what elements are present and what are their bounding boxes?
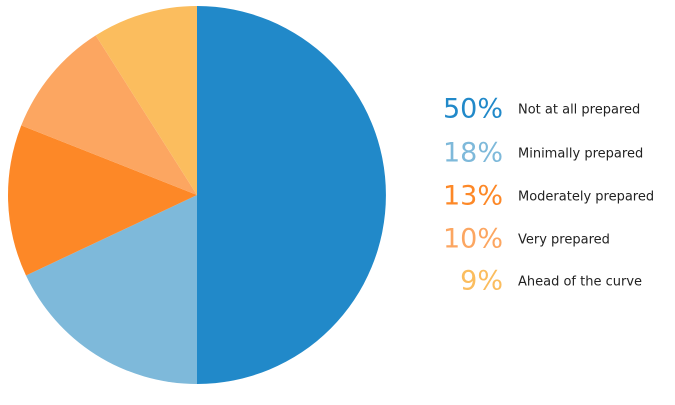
legend-value: 18% [443,138,503,169]
legend-label: Minimally prepared [518,147,643,162]
legend-label: Ahead of the curve [518,275,642,290]
pie-slice [8,125,197,276]
pie-slice [197,6,386,384]
legend-value: 50% [443,94,503,125]
legend-value: 13% [443,181,503,212]
pie-slice [95,6,197,195]
legend-label: Not at all prepared [518,103,640,118]
pie-slice [25,195,197,384]
legend-label: Very prepared [518,233,610,248]
legend-label: Moderately prepared [518,190,654,205]
legend-value: 10% [443,224,503,255]
legend-value: 9% [460,266,503,297]
pie-slice [21,35,197,195]
